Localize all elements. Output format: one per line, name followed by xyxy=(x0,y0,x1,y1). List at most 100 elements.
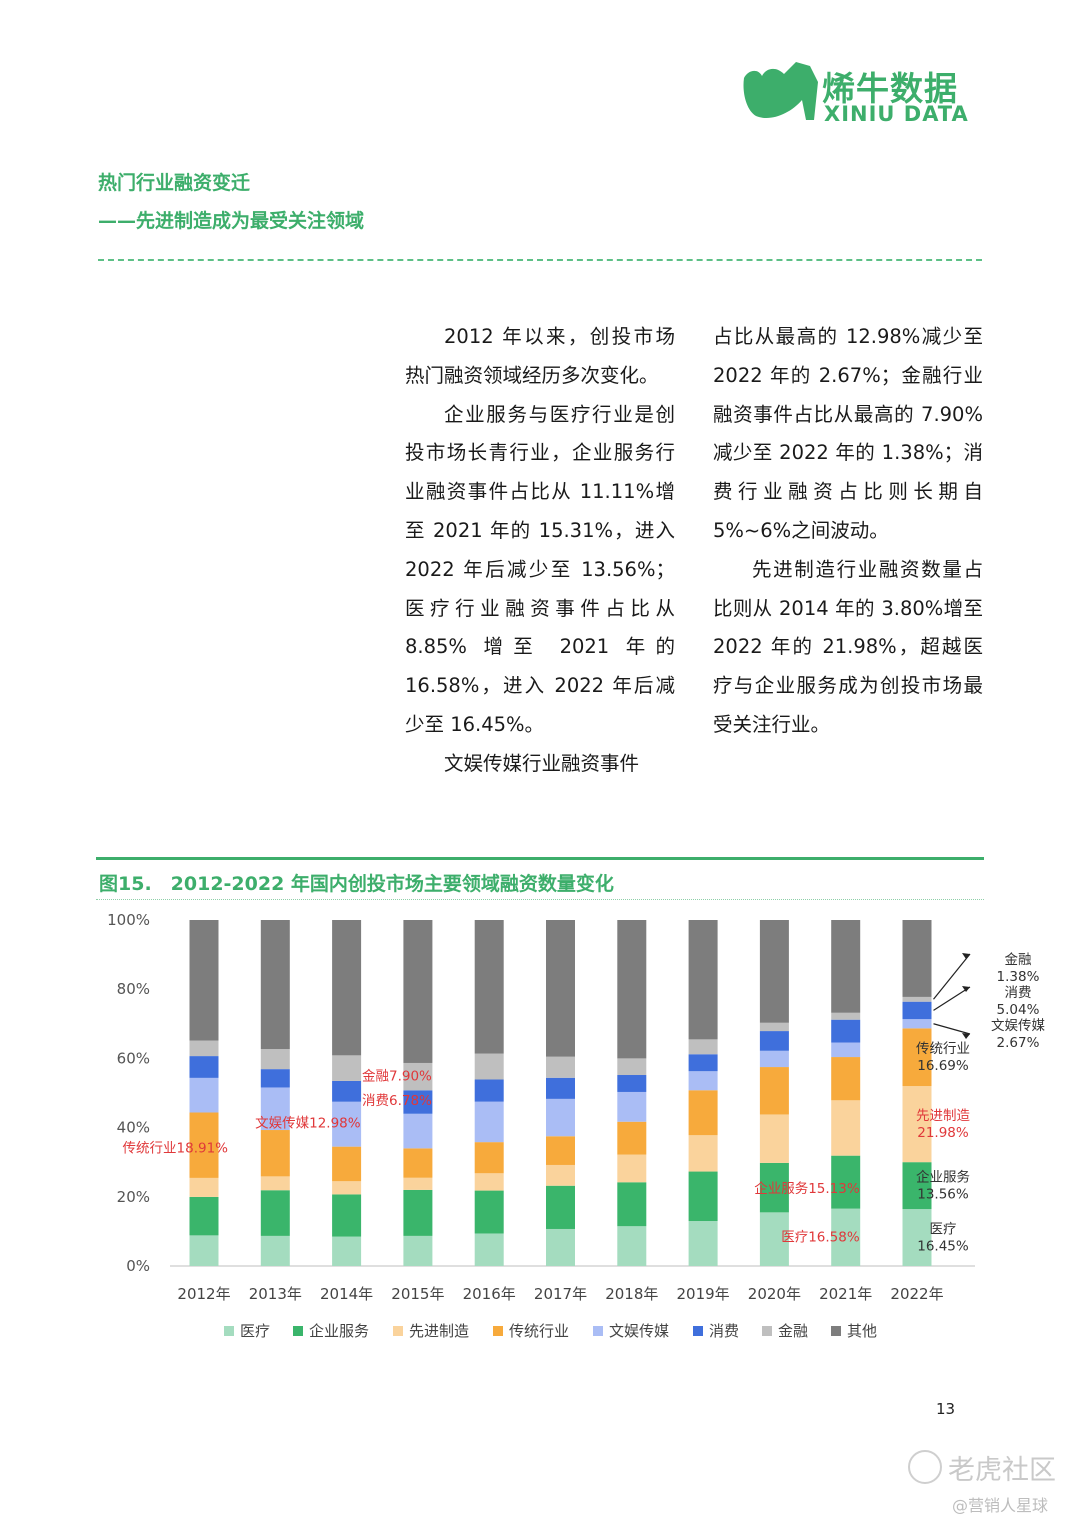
bar-segment xyxy=(474,1079,504,1102)
x-tick-label: 2015年 xyxy=(391,1285,444,1303)
bar-segment xyxy=(189,1077,219,1113)
bar-segment xyxy=(332,1101,362,1147)
bar-segment xyxy=(546,920,575,1057)
logo-chinese-text: 烯牛数据 xyxy=(822,69,958,108)
bar-segment xyxy=(831,920,861,1013)
bar-segment xyxy=(189,1112,219,1178)
bar-segment xyxy=(189,1177,219,1197)
bar-segment xyxy=(546,1098,575,1137)
bar-segment xyxy=(474,920,504,1054)
annotation-arrow-line xyxy=(933,986,971,1011)
y-tick-label: 60% xyxy=(117,1049,150,1067)
bar-segment xyxy=(688,1221,718,1266)
bar-segment xyxy=(332,1080,362,1102)
annotation-label: 21.98% xyxy=(917,1125,969,1141)
bar-segment xyxy=(617,1058,647,1076)
body-right-column: 占比从最高的 12.98%减少至 2022 年的 2.67%；金融行业融资事件占… xyxy=(713,318,983,745)
legend-swatch xyxy=(493,1326,503,1336)
data-label: 医疗16.58% xyxy=(781,1230,860,1246)
bar-segment xyxy=(260,920,290,1050)
bar-segment xyxy=(189,1196,219,1236)
paragraph: 2012 年以来，创投市场热门融资领域经历多次变化。 xyxy=(405,325,675,387)
bar-segment xyxy=(617,1121,647,1155)
legend-swatch xyxy=(224,1326,234,1336)
x-tick-label: 2016年 xyxy=(463,1285,516,1303)
bar-segment xyxy=(831,1208,861,1266)
bar-segment xyxy=(474,1101,504,1143)
bar-segment xyxy=(189,1235,219,1266)
bar-segment xyxy=(260,1235,290,1266)
figure-title-divider xyxy=(96,899,984,900)
bar-segment xyxy=(759,1114,789,1163)
annotation-label: 1.38% xyxy=(997,969,1040,985)
bar-segment xyxy=(831,1100,861,1156)
bar-segment xyxy=(902,1001,932,1020)
bar-segment xyxy=(403,1148,433,1178)
watermark-text: 老虎社区 xyxy=(948,1455,1056,1486)
annotation-label: 16.69% xyxy=(917,1058,969,1074)
legend-label: 其他 xyxy=(847,1322,877,1340)
xiniu-logo-icon xyxy=(743,62,818,120)
bar-segment xyxy=(546,1077,575,1099)
bar-segment xyxy=(189,1040,219,1057)
legend-label: 企业服务 xyxy=(309,1322,369,1340)
bar-segment xyxy=(332,1055,362,1081)
logo-english-text: XINIU DATA xyxy=(824,102,969,126)
bar-segment xyxy=(902,1086,932,1163)
legend-swatch xyxy=(762,1326,772,1336)
bar-segment xyxy=(759,920,789,1023)
bar-segment xyxy=(403,1235,433,1266)
legend-swatch xyxy=(831,1326,841,1336)
annotation-label: 13.56% xyxy=(917,1187,969,1203)
x-tick-label: 2017年 xyxy=(534,1285,587,1303)
paragraph: 文娱传媒行业融资事件 xyxy=(444,751,640,775)
bar-segment xyxy=(189,1056,219,1078)
bar-segment xyxy=(831,1042,861,1058)
bar-segment xyxy=(332,1146,362,1182)
bar-segment xyxy=(546,1228,575,1266)
annotation-arrow-line xyxy=(933,953,971,1000)
annotation-label: 消费 xyxy=(1005,985,1032,1001)
bar-segment xyxy=(260,1130,290,1177)
data-label: 传统行业18.91% xyxy=(123,1140,229,1156)
bar-segment xyxy=(617,1226,647,1266)
legend-label: 传统行业 xyxy=(509,1322,569,1340)
bar-segment xyxy=(688,1090,718,1136)
annotation-label: 文娱传媒 xyxy=(991,1018,1045,1034)
annotation-arrow-line xyxy=(933,1023,971,1035)
legend-label: 先进制造 xyxy=(409,1322,469,1340)
bar-segment xyxy=(831,1012,861,1020)
bar-segment xyxy=(546,1185,575,1229)
bar-segment xyxy=(474,1142,504,1174)
annotation-label: 传统行业 xyxy=(916,1041,970,1057)
bar-segment xyxy=(189,920,219,1041)
annotation-arrow-head xyxy=(962,953,970,959)
bar-segment xyxy=(831,1019,861,1043)
bar-segment xyxy=(688,920,718,1040)
x-tick-label: 2020年 xyxy=(748,1285,801,1303)
bar-segment xyxy=(617,1075,647,1092)
annotation-label: 金融 xyxy=(1005,952,1033,968)
bar-segment xyxy=(403,1113,433,1149)
y-tick-label: 0% xyxy=(126,1257,150,1275)
legend-swatch xyxy=(393,1326,403,1336)
legend-swatch xyxy=(693,1326,703,1336)
bar-segment xyxy=(260,1176,290,1191)
annotation-label: 先进制造 xyxy=(916,1108,970,1124)
section-subtitle: ——先进制造成为最受关注领域 xyxy=(98,210,365,232)
paragraph: 占比从最高的 12.98%减少至 2022 年的 2.67%；金融行业融资事件占… xyxy=(713,325,983,542)
bar-segment xyxy=(902,920,932,997)
figure-title: 图15. 2012-2022 年国内创投市场主要领域融资数量变化 xyxy=(99,873,614,895)
legend-swatch xyxy=(293,1326,303,1336)
bar-segment xyxy=(902,996,932,1002)
bar-segment xyxy=(546,1136,575,1165)
bar-segment xyxy=(403,920,433,1063)
section-title: 热门行业融资变迁 xyxy=(98,172,251,194)
legend-swatch xyxy=(593,1326,603,1336)
bar-segment xyxy=(474,1173,504,1191)
bar-segment xyxy=(260,1049,290,1070)
bar-segment xyxy=(902,1019,932,1029)
bar-segment xyxy=(688,1054,718,1072)
watermark-subtext: @营销人星球 xyxy=(952,1496,1049,1515)
legend-label: 金融 xyxy=(778,1322,808,1340)
